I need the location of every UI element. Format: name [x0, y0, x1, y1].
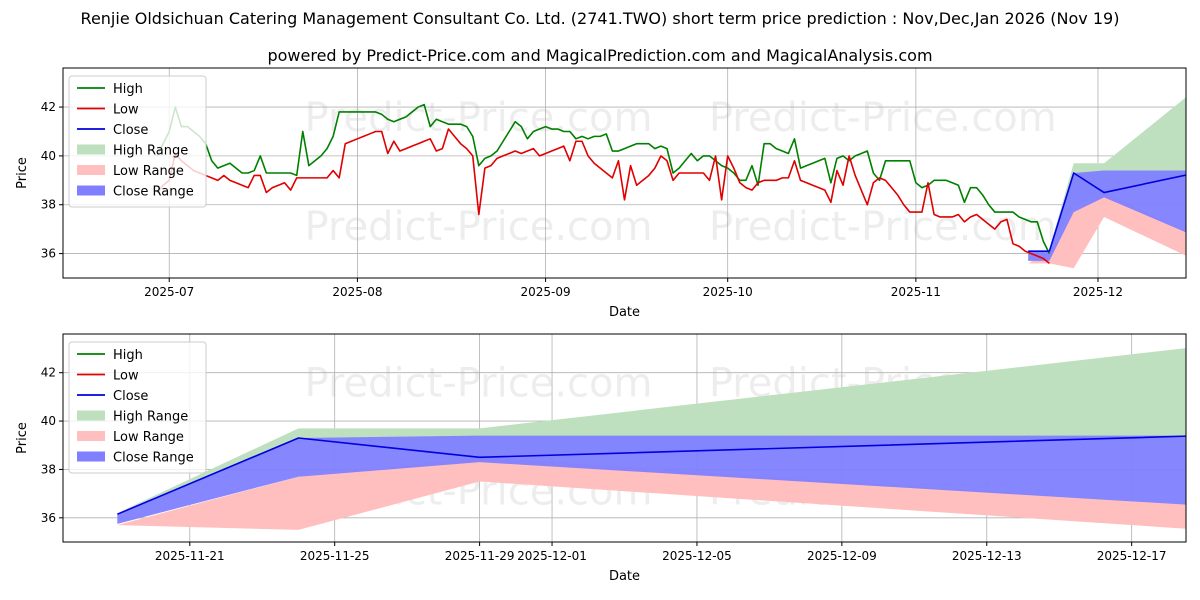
watermark-text: Predict-Price.com	[709, 95, 1057, 141]
x-tick-label: 2025-08	[332, 285, 382, 299]
x-tick-label: 2025-11-29	[445, 549, 515, 563]
y-axis-label: Price	[15, 157, 30, 189]
x-tick-label: 2025-10	[703, 285, 753, 299]
x-tick-label: 2025-12-01	[517, 549, 587, 563]
legend-label-close: Close	[113, 123, 148, 138]
x-axis-label: Date	[609, 305, 640, 320]
y-tick-label: 40	[41, 149, 56, 163]
legend-label-close: Close	[113, 389, 148, 404]
panel-2: Predict-Price.comPredict-Price.comPredic…	[15, 333, 1187, 584]
legend-label-high: High	[113, 82, 143, 97]
watermark-text: Predict-Price.com	[709, 204, 1057, 250]
x-tick-label: 2025-12-13	[952, 549, 1022, 563]
chart-title: Renjie Oldsichuan Catering Management Co…	[80, 9, 1120, 28]
x-tick-label: 2025-12-05	[662, 549, 732, 563]
y-tick-label: 38	[41, 462, 56, 476]
x-tick-label: 2025-11-25	[300, 549, 370, 563]
legend-label-high: High	[113, 348, 143, 363]
legend: High Low Close High Range Low Range Close Ran…	[68, 75, 207, 208]
legend-swatch-low-range	[77, 431, 105, 441]
x-tick-label: 2025-11-21	[155, 549, 225, 563]
legend-label-close-range: Close Range	[113, 451, 194, 466]
legend-label-high-range: High Range	[113, 410, 188, 425]
y-tick-label: 36	[41, 247, 56, 261]
y-tick-label: 42	[41, 366, 56, 380]
watermark-text: Predict-Price.com	[305, 360, 653, 406]
legend: High Low Close High Range Low Range Close Ran…	[68, 341, 207, 474]
legend-swatch-close-range	[77, 185, 105, 196]
x-tick-label: 2025-11	[891, 285, 941, 299]
low-series-line	[156, 128, 1050, 264]
close-series-line	[1028, 172, 1186, 252]
legend-swatch-close-range	[77, 451, 105, 462]
y-tick-label: 38	[41, 198, 56, 212]
x-tick-label: 2025-12-17	[1097, 549, 1167, 563]
plot-frame	[62, 67, 1187, 279]
y-tick-label: 36	[41, 511, 56, 525]
low-range-band	[1028, 192, 1186, 269]
legend-label-low: Low	[113, 103, 139, 118]
close-series-line	[117, 435, 1186, 515]
chart-subtitle: powered by Predict-Price.com and Magical…	[267, 46, 933, 65]
plot-frame	[62, 333, 1187, 543]
y-tick-label: 42	[41, 100, 56, 114]
x-axis-label: Date	[609, 569, 640, 584]
legend-swatch-low-range	[77, 165, 105, 175]
x-tick-label: 2025-12-09	[807, 549, 877, 563]
legend-swatch-high-range	[77, 410, 105, 421]
y-tick-label: 40	[41, 414, 56, 428]
high-range-band	[117, 348, 1186, 513]
legend-swatch-high-range	[77, 144, 105, 155]
close-range-band	[117, 435, 1186, 524]
grid	[63, 68, 1186, 278]
legend-label-low: Low	[113, 369, 139, 384]
legend-label-low-range: Low Range	[113, 164, 184, 179]
legend-label-high-range: High Range	[113, 144, 188, 159]
x-tick-label: 2025-09	[521, 285, 571, 299]
x-tick-label: 2025-07	[144, 285, 194, 299]
watermark-text: Predict-Price.com	[305, 95, 653, 141]
high-series-line	[156, 103, 1051, 254]
low-range-band	[117, 457, 1186, 530]
x-tick-label: 2025-12	[1073, 285, 1123, 299]
y-axis-label: Price	[15, 422, 30, 454]
panel-1: Predict-Price.com Predict-Price.com Predic…	[15, 67, 1187, 320]
legend-label-low-range: Low Range	[113, 430, 184, 445]
plot-area	[117, 348, 1186, 530]
plot-area	[156, 97, 1186, 269]
legend-label-close-range: Close Range	[113, 185, 194, 200]
